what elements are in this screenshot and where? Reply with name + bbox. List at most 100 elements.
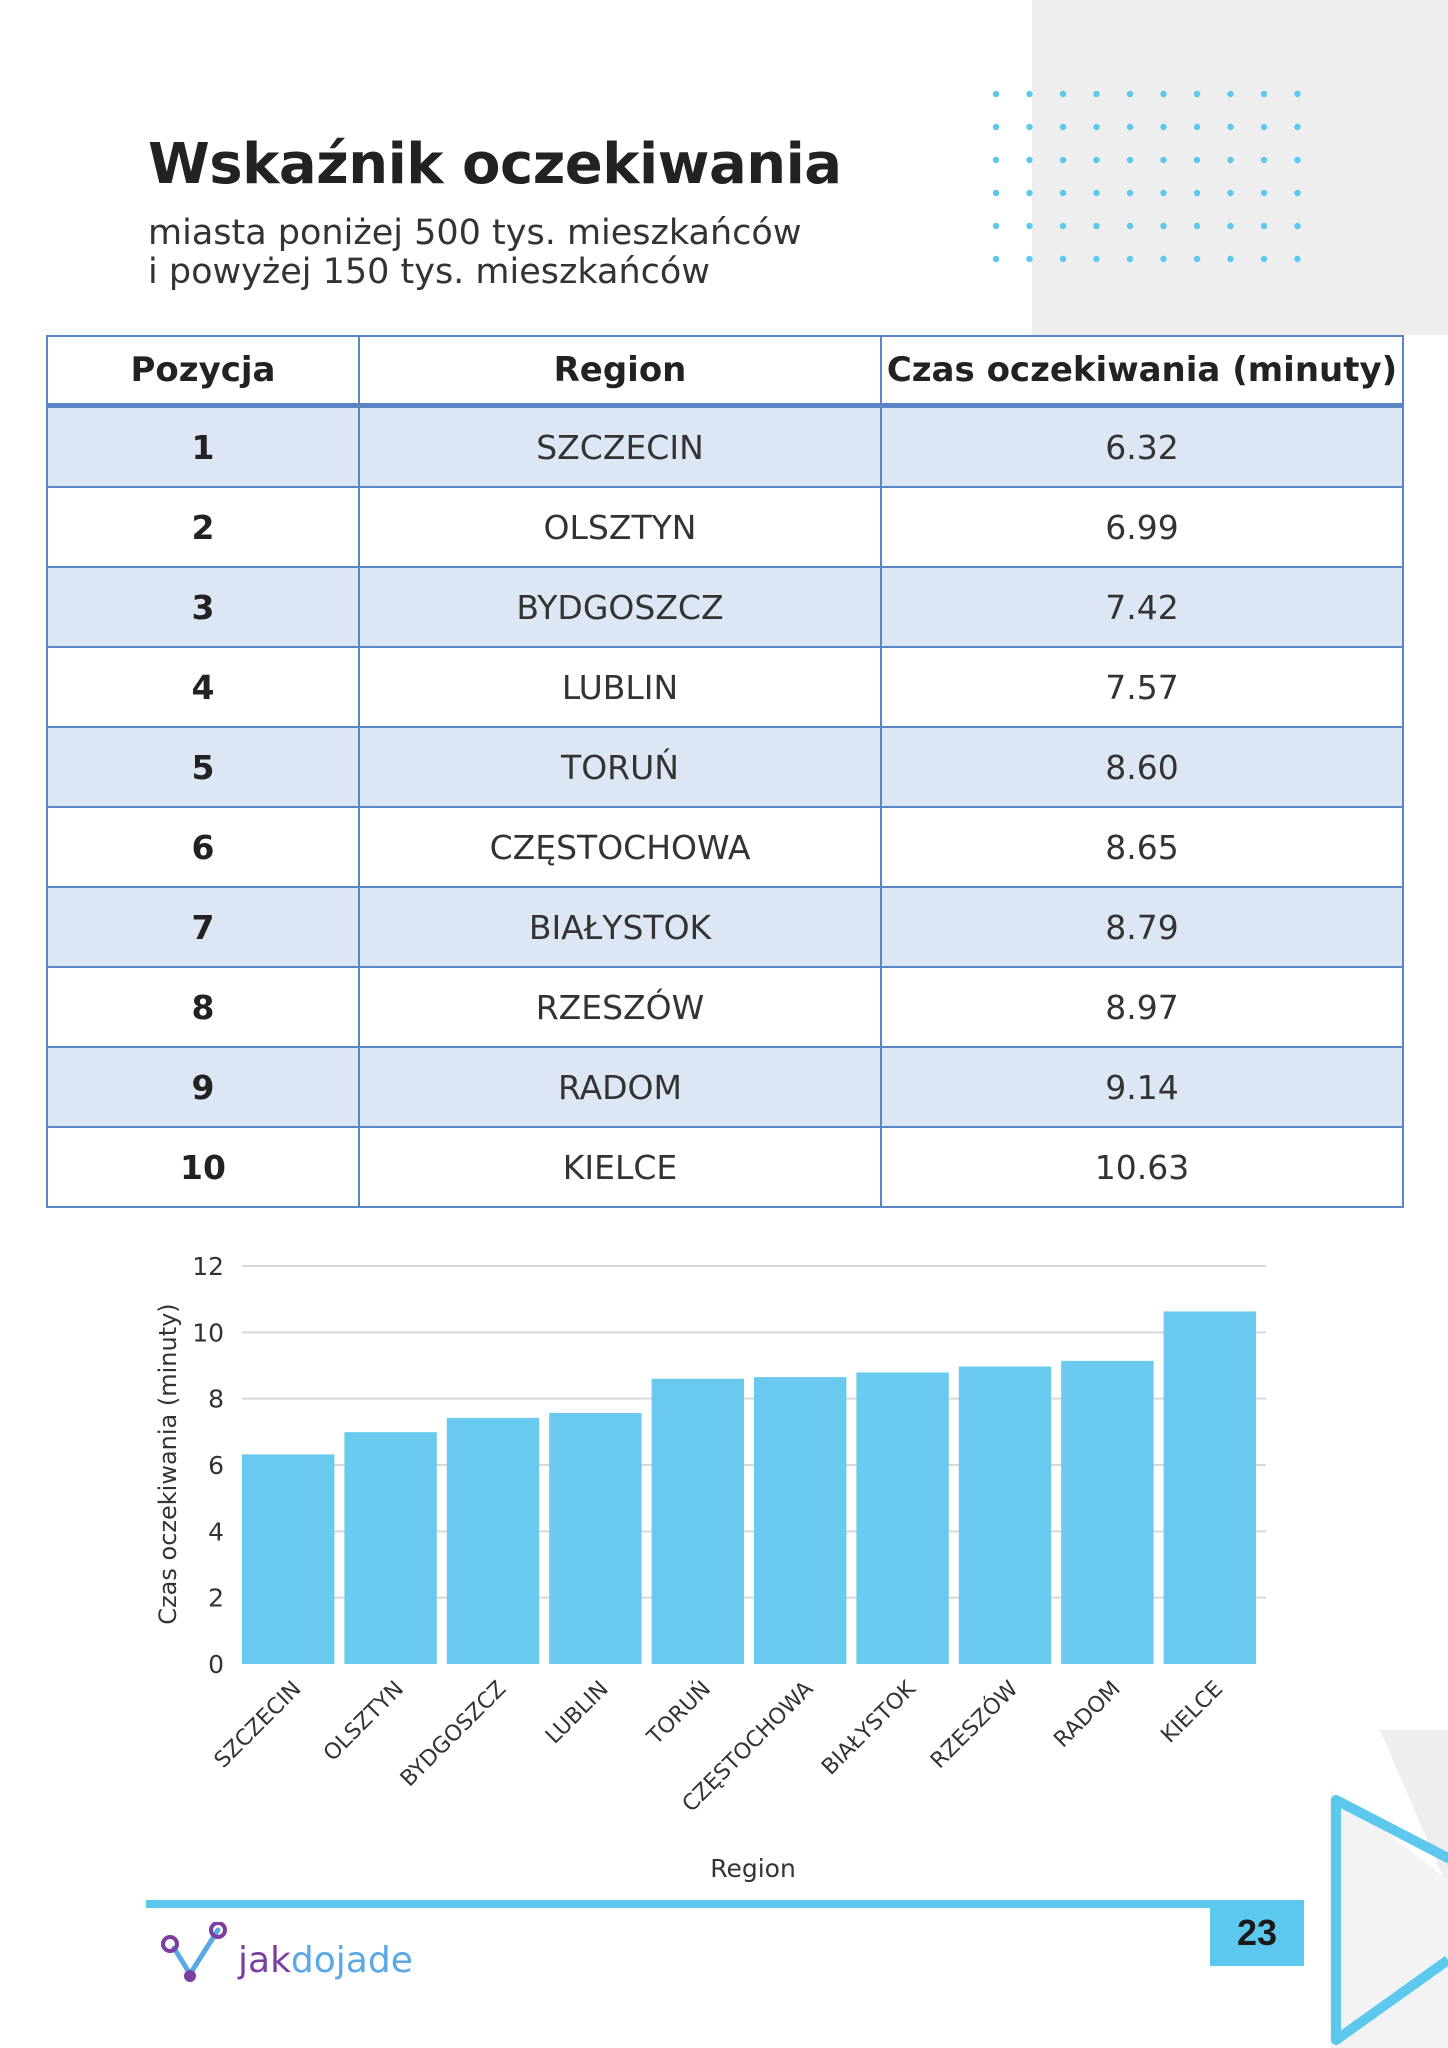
decor-dot [1093, 255, 1100, 263]
jakdojade-logo-text: jakdojade [238, 1940, 413, 1981]
x-tick-label: RADOM [1049, 1677, 1125, 1753]
decor-dot [1260, 123, 1268, 131]
decor-dot [1126, 222, 1134, 230]
x-tick-label: KIELCE [1156, 1677, 1228, 1749]
bar [856, 1372, 949, 1664]
cell-wait-time: 8.65 [880, 806, 1404, 888]
cell-region: RADOM [358, 1046, 882, 1128]
decor-dot [1193, 123, 1201, 131]
cell-wait-time: 6.32 [880, 404, 1404, 488]
decor-dot [992, 255, 1000, 263]
y-tick-label: 6 [208, 1451, 224, 1480]
table-row: 4 LUBLIN 7.57 [46, 646, 1404, 728]
chart-y-axis-label: Czas oczekiwania (minuty) [154, 1303, 182, 1624]
x-tick-label: SZCZECIN [210, 1677, 307, 1774]
decor-dot [1126, 123, 1134, 131]
decor-dot [1260, 222, 1268, 230]
bar [549, 1412, 642, 1664]
chart-y-ticks: 0 2 4 6 8 10 12 [192, 1252, 224, 1679]
cell-wait-time: 6.99 [880, 486, 1404, 568]
cell-position: 9 [46, 1046, 360, 1128]
footer-accent-line [146, 1900, 1303, 1908]
logo-text-jak: jak [238, 1940, 291, 1981]
dot-grid-decoration [992, 90, 1301, 263]
bar [754, 1377, 847, 1664]
header-position: Pozycja [46, 335, 360, 407]
cell-wait-time: 10.63 [880, 1126, 1404, 1208]
bar [344, 1432, 437, 1664]
decor-dot [1093, 123, 1100, 131]
chart-bars [242, 1311, 1256, 1664]
cell-position: 5 [46, 726, 360, 808]
cell-wait-time: 8.97 [880, 966, 1404, 1048]
ranking-table: Pozycja Region Czas oczekiwania (minuty)… [46, 335, 1404, 1208]
table-row: 6 CZĘSTOCHOWA 8.65 [46, 806, 1404, 888]
decor-dot [992, 222, 1000, 230]
table-row: 5 TORUŃ 8.60 [46, 726, 1404, 808]
chart-x-axis-label: Region [710, 1854, 796, 1883]
cell-region: OLSZTYN [358, 486, 882, 568]
cell-region: CZĘSTOCHOWA [358, 806, 882, 888]
decor-dot [1059, 255, 1067, 263]
y-tick-label: 2 [208, 1584, 224, 1613]
play-triangle-decoration [1330, 1730, 1448, 2048]
decor-dot [1160, 90, 1167, 98]
decor-dot [1227, 255, 1234, 263]
table-header-row: Pozycja Region Czas oczekiwania (minuty) [46, 335, 1404, 407]
decor-dot [1026, 156, 1033, 164]
decor-dot [1026, 255, 1033, 263]
decor-dot [1160, 156, 1167, 164]
cell-position: 7 [46, 886, 360, 968]
decor-dot [992, 156, 1000, 164]
cell-position: 3 [46, 566, 360, 648]
table-row: 8 RZESZÓW 8.97 [46, 966, 1404, 1048]
decor-dot [1227, 156, 1234, 164]
decor-dot [1260, 255, 1268, 263]
decor-dot [1126, 255, 1134, 263]
x-tick-label: TORUŃ [641, 1676, 716, 1751]
subtitle-line-2: i powyżej 150 tys. mieszkańców [148, 252, 710, 292]
decor-dot [992, 123, 1000, 131]
cell-region: LUBLIN [358, 646, 882, 728]
decor-dot [1193, 156, 1201, 164]
cell-position: 8 [46, 966, 360, 1048]
x-tick-label: BYDGOSZCZ [396, 1677, 511, 1792]
decor-dot [1160, 222, 1167, 230]
cell-wait-time: 8.60 [880, 726, 1404, 808]
cell-position: 4 [46, 646, 360, 728]
decor-dot [1260, 90, 1268, 98]
cell-region: BYDGOSZCZ [358, 566, 882, 648]
table-row: 9 RADOM 9.14 [46, 1046, 1404, 1128]
cell-region: KIELCE [358, 1126, 882, 1208]
decor-dot [1093, 222, 1100, 230]
table-row: 7 BIAŁYSTOK 8.79 [46, 886, 1404, 968]
decor-dot [1059, 189, 1067, 197]
decor-dot [1026, 123, 1033, 131]
cell-position: 6 [46, 806, 360, 888]
decor-dot [992, 189, 1000, 197]
logo-text-dojade: dojade [290, 1940, 413, 1981]
cell-wait-time: 9.14 [880, 1046, 1404, 1128]
decor-dot [1160, 255, 1167, 263]
x-tick-label: OLSZTYN [319, 1677, 409, 1767]
page-title: Wskaźnik oczekiwania [148, 132, 842, 197]
x-tick-label: BIAŁYSTOK [817, 1676, 921, 1780]
header-wait-time: Czas oczekiwania (minuty) [880, 335, 1404, 407]
cell-position: 1 [46, 404, 360, 488]
table-row: 3 BYDGOSZCZ 7.42 [46, 566, 1404, 648]
y-tick-label: 12 [192, 1252, 224, 1281]
decor-dot [1227, 189, 1234, 197]
decor-dot [1026, 189, 1033, 197]
decor-dot [1294, 123, 1301, 131]
decor-dot [1260, 156, 1268, 164]
bar [1061, 1360, 1154, 1664]
x-tick-label: RZESZÓW [925, 1676, 1023, 1774]
table-row: 1 SZCZECIN 6.32 [46, 404, 1404, 488]
cell-region: BIAŁYSTOK [358, 886, 882, 968]
table-row: 2 OLSZTYN 6.99 [46, 486, 1404, 568]
decor-dot [1093, 90, 1100, 98]
bar [446, 1417, 540, 1664]
cell-region: SZCZECIN [358, 404, 882, 488]
y-tick-label: 10 [192, 1318, 224, 1347]
